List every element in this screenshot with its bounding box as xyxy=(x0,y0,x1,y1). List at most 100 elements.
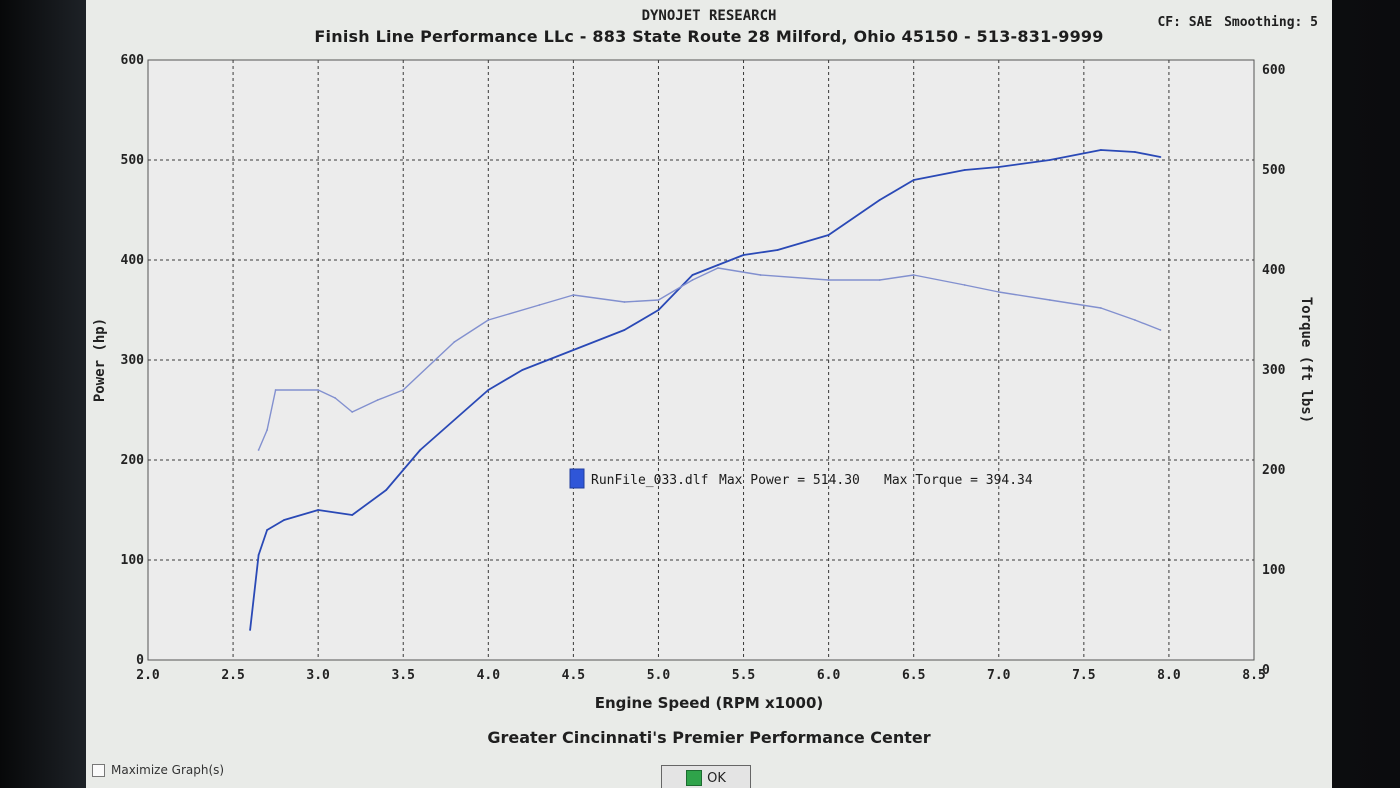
correction-info: CF: SAE Smoothing: 5 xyxy=(1153,15,1318,30)
x-tick-label: 3.5 xyxy=(391,668,414,683)
y-tick-label-left: 600 xyxy=(121,53,145,68)
maximize-graphs-option[interactable]: Maximize Graph(s) xyxy=(92,763,224,777)
x-tick-label: 6.5 xyxy=(902,668,925,683)
y-tick-label-right: 300 xyxy=(1262,363,1286,378)
grid-layer xyxy=(148,60,1254,660)
y-tick-label-left: 100 xyxy=(121,553,145,568)
ok-button[interactable]: OK xyxy=(661,765,751,788)
data-point-torque xyxy=(827,279,830,281)
x-tick-label: 4.5 xyxy=(562,668,585,683)
legend-max-torque: Max Torque = 394.34 xyxy=(884,473,1033,488)
data-point-power xyxy=(317,509,320,511)
data-point-power xyxy=(1048,159,1051,161)
data-point-power xyxy=(385,489,388,491)
data-point-torque xyxy=(691,279,694,281)
data-point-power xyxy=(1159,156,1162,158)
data-point-power xyxy=(487,389,490,391)
ok-label: OK xyxy=(707,770,726,786)
maximize-checkbox[interactable] xyxy=(92,763,105,777)
y-axis-label-left: Power (hp) xyxy=(92,318,108,402)
data-point-torque xyxy=(759,274,762,276)
data-point-power xyxy=(717,264,719,266)
y-tick-label-left: 0 xyxy=(136,653,144,668)
data-point-power xyxy=(997,166,1000,168)
shop-info: Finish Line Performance LLc - 883 State … xyxy=(314,27,1104,46)
data-point-power xyxy=(1133,151,1136,153)
data-point-torque xyxy=(257,449,260,451)
series-line-power xyxy=(249,149,1161,631)
legend-max-power: Max Power = 514.30 xyxy=(719,473,860,488)
y-tick-label-right: 600 xyxy=(1262,63,1286,78)
data-point-torque xyxy=(1099,307,1102,309)
x-tick-label: 5.5 xyxy=(732,668,755,683)
y-tick-label-left: 400 xyxy=(121,253,145,268)
x-axis-label: Engine Speed (RPM x1000) xyxy=(594,694,824,712)
x-tick-label: 4.0 xyxy=(477,668,501,683)
x-tick-label: 5.0 xyxy=(647,668,671,683)
y-tick-label-right: 500 xyxy=(1262,163,1286,178)
data-point-torque xyxy=(376,399,379,401)
x-tick-label: 2.0 xyxy=(136,668,160,683)
data-point-power xyxy=(827,234,830,236)
brand-title: DYNOJET RESEARCH xyxy=(641,8,777,24)
tick-layer: 2.0 2.5 3.0 3.5 4.0 4.5 5.0 5.5 6.0 6.5 7.0 7.5 8.0 8… xyxy=(121,53,1286,683)
data-point-power xyxy=(742,254,745,256)
maximize-label: Maximize Graph(s) xyxy=(111,763,225,777)
x-tick-label: 8.0 xyxy=(1157,668,1181,683)
data-point-power xyxy=(963,169,966,171)
data-point-torque xyxy=(717,267,719,269)
data-point-power xyxy=(623,329,626,331)
x-tick-label: 6.0 xyxy=(817,668,841,683)
data-point-power xyxy=(266,529,269,531)
y-tick-label-right: 0 xyxy=(1262,663,1270,678)
data-point-power xyxy=(776,249,779,251)
y-tick-label-left: 300 xyxy=(121,353,145,368)
data-point-torque xyxy=(657,299,660,301)
data-point-torque xyxy=(963,284,966,286)
legend-run-file: RunFile_033.dlf xyxy=(591,473,708,488)
data-point-torque xyxy=(1133,319,1136,321)
data-point-torque xyxy=(538,304,541,306)
y-tick-label-right: 100 xyxy=(1262,563,1286,578)
data-point-torque xyxy=(317,389,320,391)
data-point-power xyxy=(657,309,660,311)
cf-label: CF: SAE xyxy=(1157,15,1213,30)
data-point-power xyxy=(283,519,286,521)
smoothing-label: Smoothing: 5 xyxy=(1224,15,1318,30)
x-tick-label: 2.5 xyxy=(221,668,244,683)
data-point-torque xyxy=(274,389,277,391)
data-point-power xyxy=(1099,149,1102,151)
data-point-torque xyxy=(878,279,881,281)
check-icon xyxy=(686,770,703,786)
y-tick-label-left: 200 xyxy=(121,453,145,468)
data-point-power xyxy=(257,554,260,556)
data-point-torque xyxy=(402,389,405,391)
data-point-torque xyxy=(1159,329,1162,331)
legend: RunFile_033.dlf Max Power = 514.30 Max T… xyxy=(569,468,1033,489)
x-tick-label: 7.0 xyxy=(987,668,1011,683)
dyno-window: DYNOJET RESEARCH Finish Line Performance… xyxy=(86,0,1332,788)
x-tick-label: 8.5 xyxy=(1242,668,1265,683)
footer-tagline: Greater Cincinnati's Premier Performance… xyxy=(487,728,931,747)
data-point-torque xyxy=(334,397,337,399)
data-point-power xyxy=(878,199,881,201)
data-point-power xyxy=(912,179,915,181)
data-point-torque xyxy=(997,291,1000,293)
x-tick-label: 7.5 xyxy=(1072,668,1095,683)
x-tick-label: 3.0 xyxy=(306,668,330,683)
y-tick-label-left: 500 xyxy=(121,153,145,168)
data-point-torque xyxy=(453,341,456,343)
data-point-torque xyxy=(487,319,490,321)
data-point-torque xyxy=(623,301,626,303)
data-point-torque xyxy=(1048,299,1051,301)
data-point-power xyxy=(419,449,422,451)
data-point-power xyxy=(572,349,575,351)
legend-swatch xyxy=(569,468,585,489)
data-point-power xyxy=(249,629,251,631)
dyno-chart: 2.0 2.5 3.0 3.5 4.0 4.5 5.0 5.5 6.0 6.5 7.0 7.5 8.0 8… xyxy=(92,53,1314,683)
data-point-torque xyxy=(351,411,354,413)
series-layer xyxy=(249,149,1162,631)
data-point-power xyxy=(351,514,354,516)
data-point-torque xyxy=(912,274,915,276)
